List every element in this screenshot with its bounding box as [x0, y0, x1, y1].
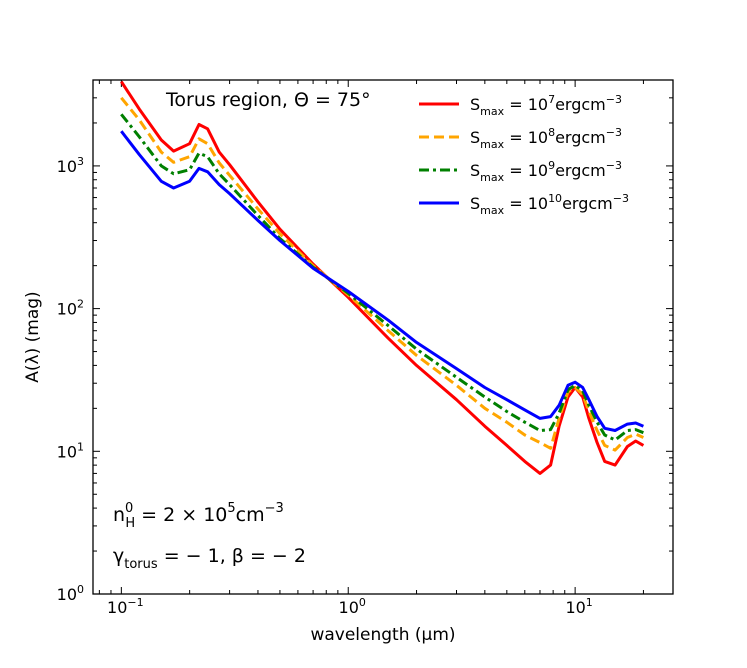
legend-label: Smax = 1010ergcm−3 — [470, 192, 629, 217]
x-axis-ticks — [98, 80, 644, 594]
y-tick-label: 100 — [57, 583, 84, 604]
legend: Smax = 107ergcm−3 Smax = 108ergcm−3 Smax… — [419, 93, 629, 217]
x-tick-label: 100 — [339, 596, 366, 617]
x-axis-label: wavelength (μm) — [310, 625, 455, 645]
legend-label: Smax = 108ergcm−3 — [470, 126, 622, 151]
series-line-1 — [120, 80, 645, 475]
y-tick-label: 102 — [57, 298, 84, 319]
series-line-2 — [120, 96, 645, 452]
x-tick-label: 10−1 — [107, 596, 144, 617]
x-tick-label: 101 — [565, 596, 592, 617]
density-annotation: n0 H = 2 × 105cm−3 — [113, 501, 284, 531]
region-annotation: Torus region, Θ = 75° — [165, 89, 371, 111]
gamma-annotation: γtorus = − 1, β = − 2 — [113, 545, 306, 572]
series-line-3 — [120, 113, 644, 442]
legend-label: Smax = 107ergcm−3 — [470, 93, 622, 118]
y-axis-label: A(λ) (mag) — [23, 291, 43, 382]
legend-label: Smax = 109ergcm−3 — [470, 159, 622, 184]
y-tick-label: 101 — [57, 440, 84, 461]
y-axis-tick-labels: 100 101 102 103 — [57, 155, 84, 604]
y-tick-label: 103 — [57, 155, 84, 176]
plot-frame — [92, 79, 674, 595]
x-axis-tick-labels: 10−1 100 101 — [107, 596, 593, 617]
series-line-4 — [120, 130, 644, 432]
series-layer — [120, 80, 645, 475]
y-axis-ticks — [93, 79, 673, 595]
